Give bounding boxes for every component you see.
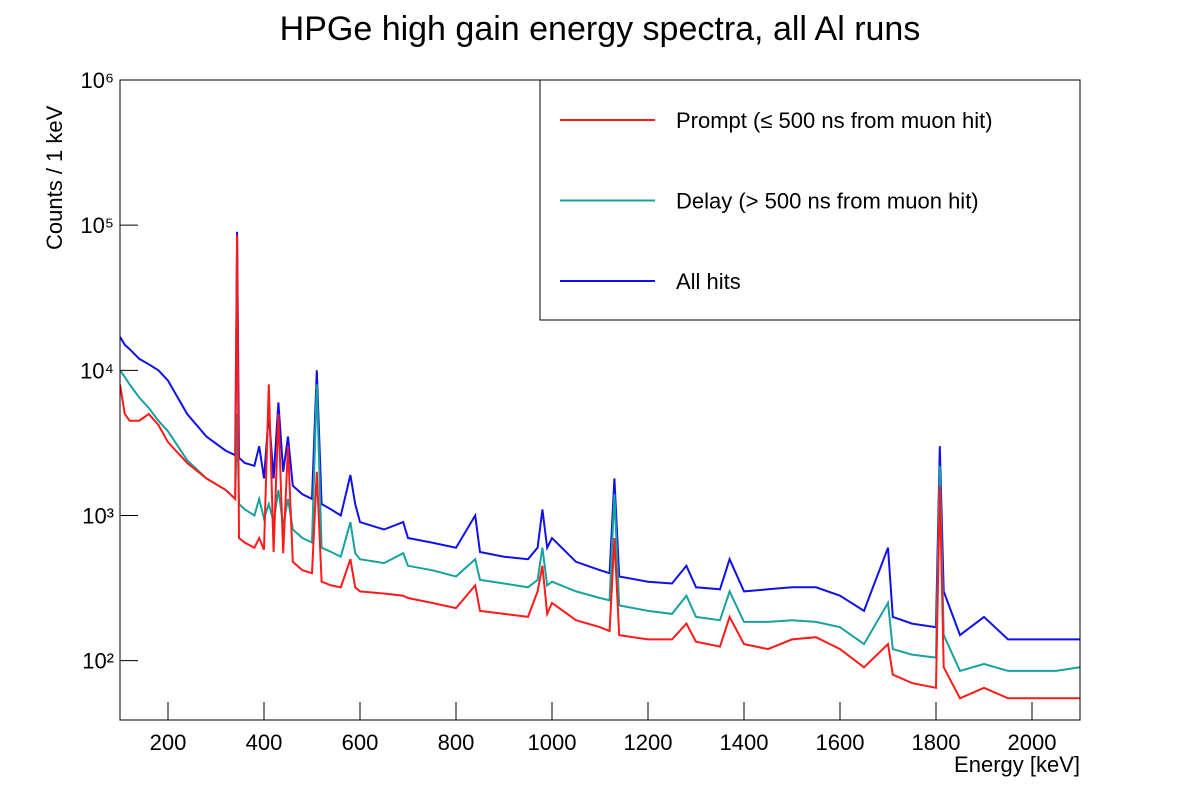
legend-label: Delay (> 500 ns from muon hit) [676,189,979,214]
x-tick-label: 200 [150,730,187,755]
y-tick-label: 10⁴ [80,358,114,383]
x-tick-label: 800 [438,730,475,755]
legend-label: Prompt (≤ 500 ns from muon hit) [676,108,993,133]
x-tick-label: 400 [246,730,283,755]
x-tick-label: 1000 [528,730,577,755]
series-line [120,231,1080,641]
y-tick-label: 10⁶ [80,68,114,93]
x-tick-label: 2000 [1008,730,1057,755]
x-tick-label: 1800 [912,730,961,755]
legend-label: All hits [676,269,741,294]
x-axis-label: Energy [keV] [954,752,1080,777]
y-tick-label: 10² [82,649,114,674]
x-tick-label: 600 [342,730,379,755]
x-tick-label: 1200 [624,730,673,755]
series-line [120,369,1080,673]
series-line [120,235,1080,700]
x-tick-label: 1400 [720,730,769,755]
x-tick-label: 1600 [816,730,865,755]
y-tick-label: 10⁵ [80,213,114,238]
chart-title: HPGe high gain energy spectra, all Al ru… [280,10,921,48]
y-axis-label: Counts / 1 keV [42,105,67,250]
y-tick-label: 10³ [82,503,114,528]
